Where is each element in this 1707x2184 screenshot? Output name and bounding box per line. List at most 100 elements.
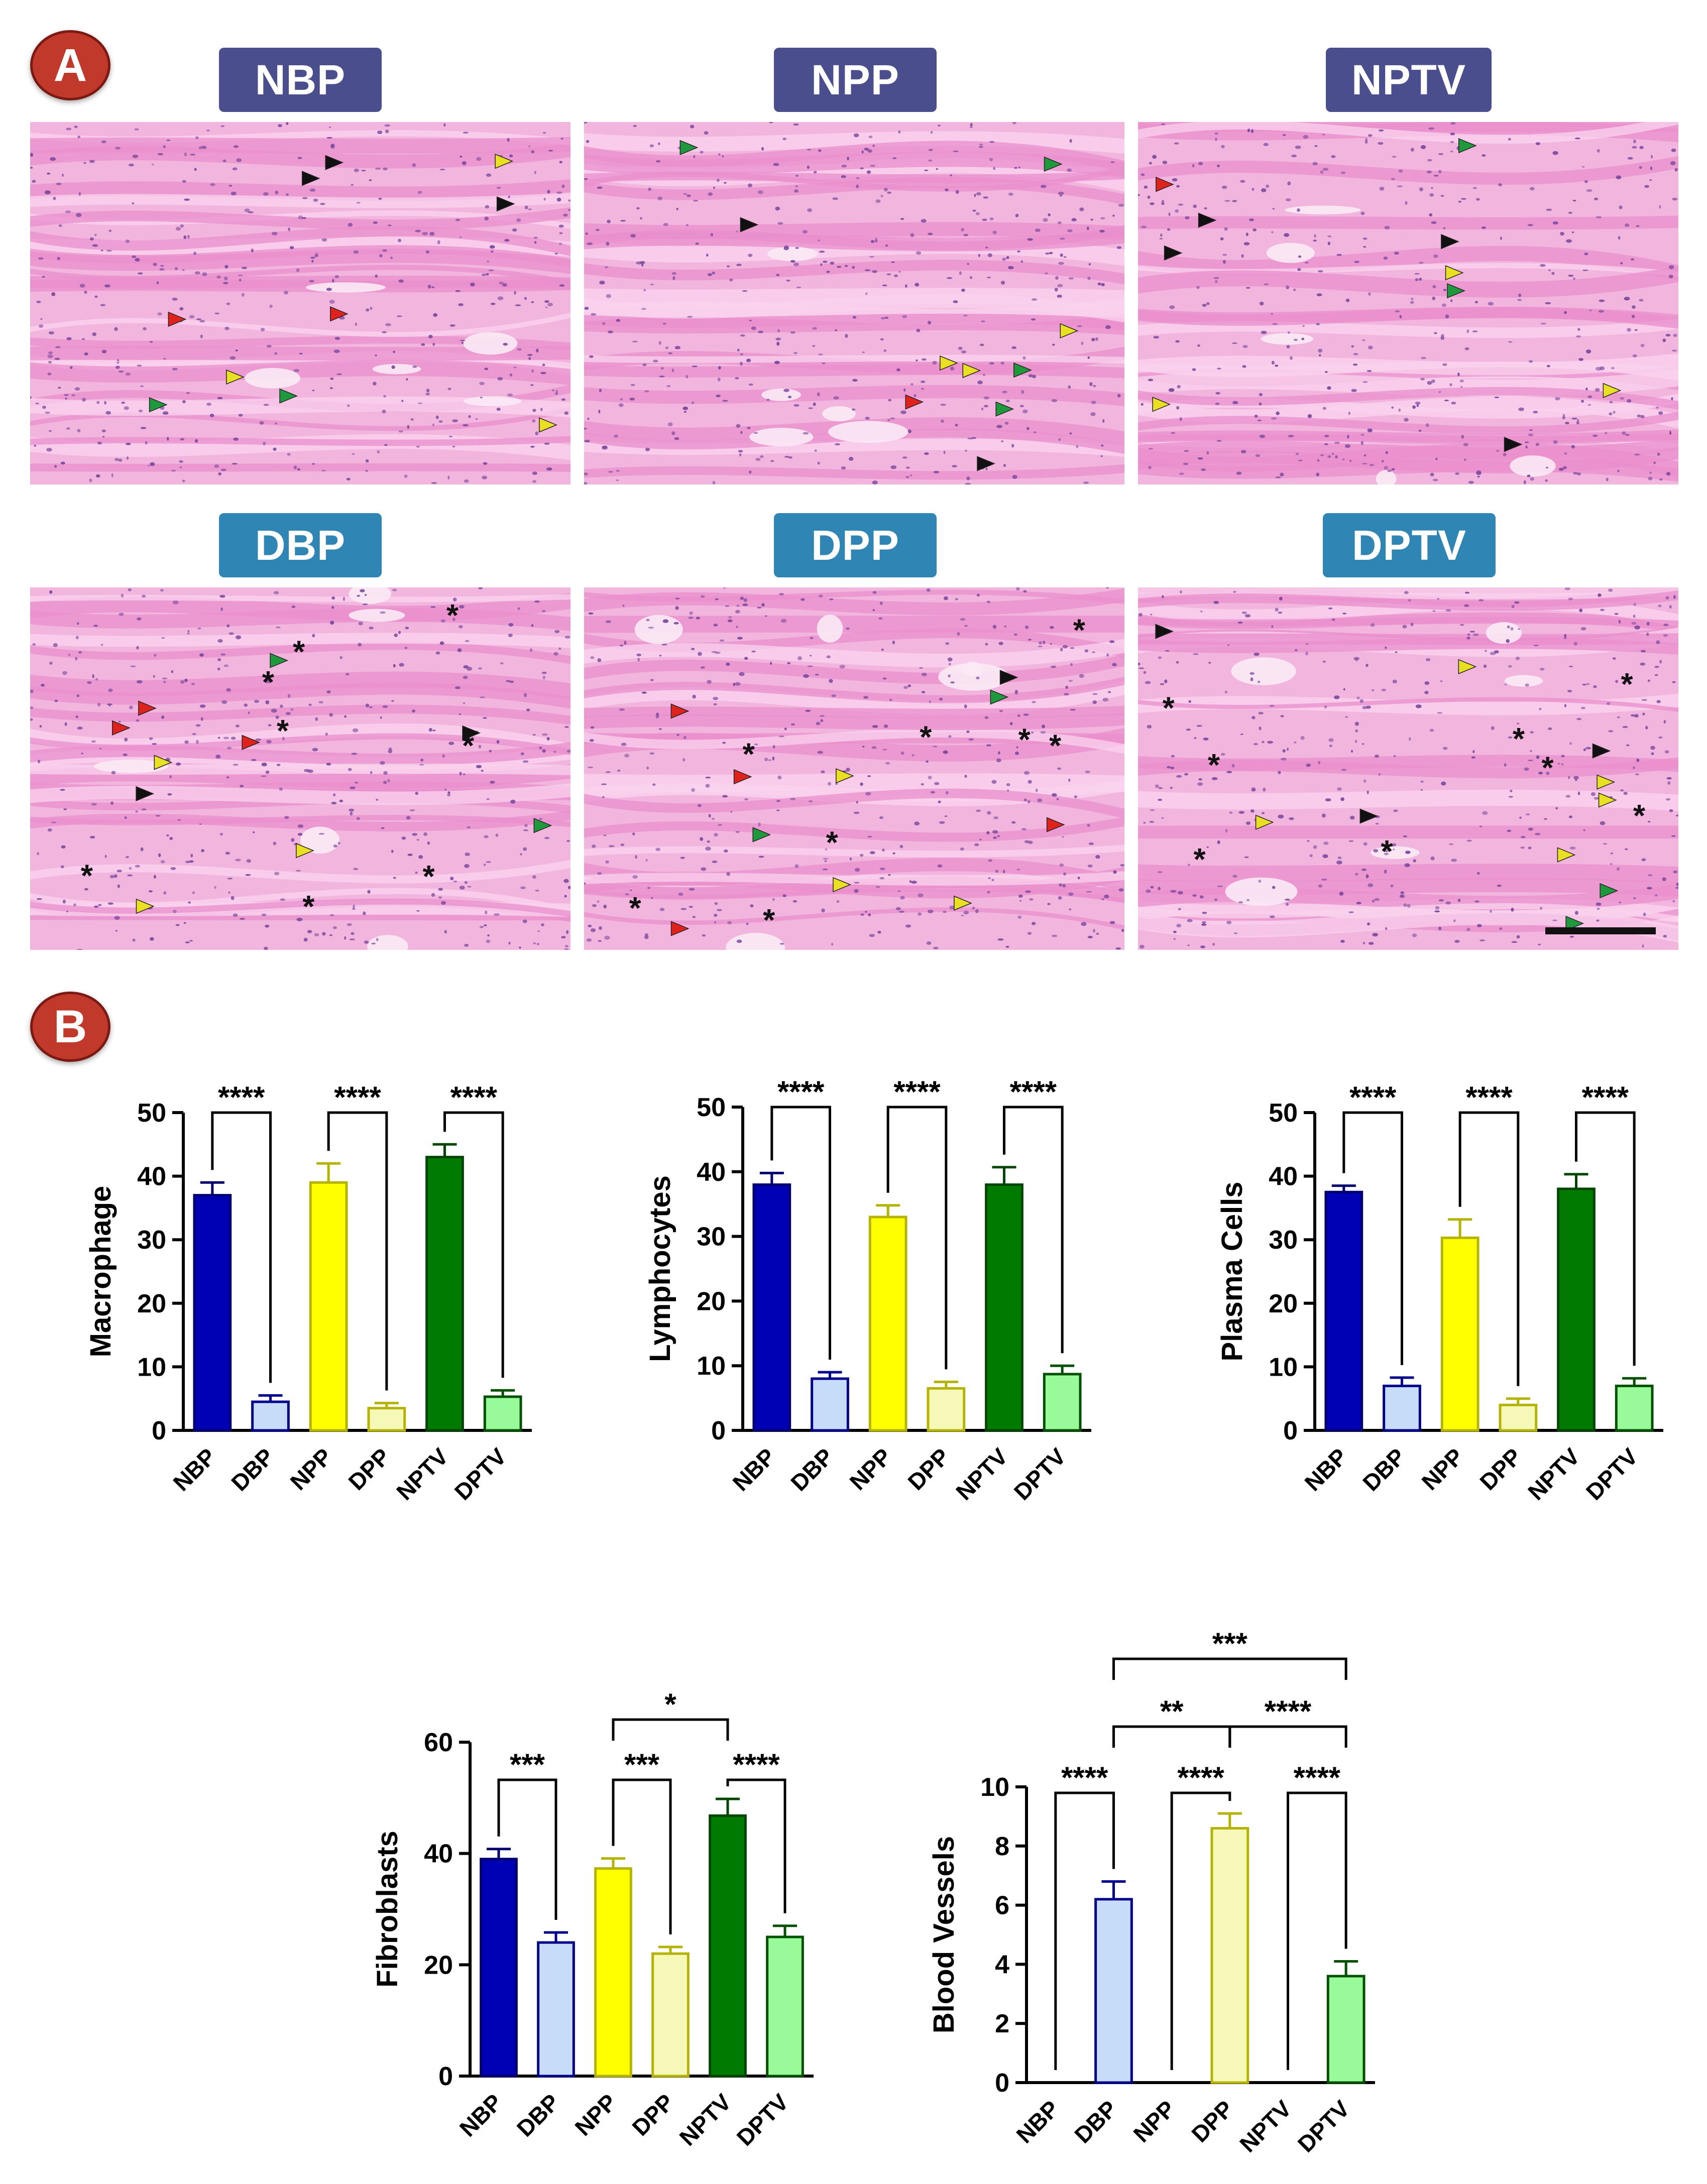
arrowhead-marker <box>733 769 752 785</box>
y-axis-label: Blood Vessels <box>928 1836 960 2033</box>
y-tick-label: 20 <box>137 1289 166 1318</box>
significance-bracket <box>1458 1111 1520 1386</box>
y-tick-label: 8 <box>995 1832 1009 1861</box>
significance-bracket <box>1170 1791 1231 2070</box>
asterisk-marker: * <box>743 738 755 772</box>
bar-dbp <box>251 1400 290 1432</box>
tile-label-dbp: DBP <box>219 513 382 577</box>
y-tick-label: 20 <box>1269 1289 1298 1318</box>
arrowhead-marker <box>495 154 514 169</box>
y-tick-label: 6 <box>995 1891 1009 1920</box>
cell-arrowheads <box>149 154 557 433</box>
arrowhead-marker <box>1458 138 1477 154</box>
arrowhead-marker <box>1441 234 1459 250</box>
asterisk-marker: * <box>446 598 459 633</box>
y-axis-label: Lymphocytes <box>644 1175 676 1362</box>
y-tick-label: 40 <box>697 1158 726 1187</box>
arrowhead-marker <box>977 456 995 471</box>
x-tick-label: DPP <box>1186 2095 1238 2147</box>
arrowhead-marker <box>1592 743 1611 759</box>
asterisk-marker: * <box>277 714 289 749</box>
bar-dptv <box>1043 1373 1082 1432</box>
micrograph-npp <box>584 122 1124 484</box>
micrograph-image: ******** <box>30 587 571 950</box>
significance-label: *** <box>510 1748 545 1781</box>
significance-label: **** <box>1294 1761 1341 1794</box>
arrowhead-marker <box>1458 659 1477 674</box>
asterisk-marker: * <box>293 635 305 669</box>
x-tick-label: DBP <box>785 1443 838 1496</box>
significance-label: *** <box>1212 1627 1248 1660</box>
x-tick-label: NBP <box>727 1443 780 1496</box>
x-tick-label: NPP <box>1417 1443 1469 1495</box>
bar-dpp <box>367 1407 406 1432</box>
arrowhead-marker <box>1060 323 1079 339</box>
x-tick-label: NPP <box>1128 2095 1181 2147</box>
arrowhead-marker <box>270 653 289 668</box>
arrowhead-marker <box>1152 397 1171 412</box>
x-tick-label: NPTV <box>951 1443 1013 1505</box>
arrowhead-marker <box>279 388 298 404</box>
arrowhead-marker <box>999 670 1018 685</box>
x-tick-label: DPP <box>1474 1443 1527 1495</box>
chart-macrophage: 0 10 20 30 40 50 Macrophage NBP DBP NPP DPPNPTVDPT… <box>84 1080 532 1505</box>
arrowhead-marker <box>1445 265 1464 281</box>
arrowhead-marker <box>226 369 245 385</box>
significance-bracket <box>1003 1106 1064 1354</box>
significance-label: **** <box>334 1080 381 1114</box>
significance-label: **** <box>218 1080 265 1114</box>
tissue-fibers <box>584 131 1124 480</box>
arrowhead-marker <box>905 394 924 410</box>
bar-nbp <box>752 1183 791 1432</box>
bar-nptv <box>709 1814 747 2078</box>
y-tick-label: 50 <box>697 1093 726 1122</box>
significance-label: **** <box>893 1075 941 1109</box>
arrowhead-marker <box>1598 792 1617 808</box>
y-tick-label: 0 <box>152 1416 166 1445</box>
asterisk-marker: * <box>1621 667 1633 702</box>
asterisk-marker: * <box>763 903 775 938</box>
x-tick-label: NBP <box>454 2089 507 2141</box>
arrowhead-marker <box>462 725 481 741</box>
micrograph-dptv: * * * * * * * * <box>1138 587 1678 950</box>
x-tick-label: DPP <box>902 1443 955 1495</box>
chart-plasma-cells: 0 10 20 30 40 50 Plasma Cells NBP DBP NPP DPPNPTVD… <box>1216 1080 1663 1505</box>
micrograph-nptv <box>1138 122 1678 484</box>
arrowhead-marker <box>136 898 155 914</box>
arrowhead-marker <box>242 735 261 750</box>
x-tick-label: NPTV <box>1234 2095 1297 2157</box>
bar-dbp <box>537 1941 575 2078</box>
significance-bracket <box>1575 1111 1636 1366</box>
y-tick-label: 0 <box>438 2062 453 2091</box>
x-tick-label: DPTV <box>1009 1443 1071 1505</box>
arrowhead-marker <box>670 921 690 936</box>
bar-dbp <box>1383 1384 1421 1432</box>
significance-bracket <box>726 1778 786 1913</box>
y-axis-label: Fibroblasts <box>371 1831 404 1988</box>
arrowhead-marker <box>954 895 972 911</box>
x-tick-label: DPTV <box>1581 1443 1643 1505</box>
y-tick-label: 20 <box>424 1951 453 1980</box>
tissue-fibers <box>30 587 571 950</box>
arrowhead-marker <box>1156 177 1174 192</box>
significance-bracket <box>1054 1791 1115 2070</box>
significance-bracket <box>1112 1725 1231 1748</box>
micrograph-image: ******** <box>584 587 1124 950</box>
significance-bracket <box>886 1106 948 1370</box>
significance-bracket <box>612 1778 672 1934</box>
arrowhead-marker <box>1603 383 1622 398</box>
y-tick-label: 10 <box>1269 1353 1298 1382</box>
cell-arrowheads <box>670 670 1065 936</box>
micrograph-image <box>1138 122 1678 484</box>
bar-dpp <box>927 1387 966 1432</box>
bar-nbp <box>193 1194 232 1432</box>
x-tick-label: DBP <box>1069 2095 1122 2148</box>
asterisk-marker: * <box>1163 691 1175 726</box>
bar-npp <box>594 1867 632 2078</box>
arrowhead-marker <box>740 217 759 232</box>
arrowhead-marker <box>330 306 349 322</box>
significance-bracket <box>443 1111 504 1378</box>
cell-arrowheads <box>1155 624 1619 931</box>
